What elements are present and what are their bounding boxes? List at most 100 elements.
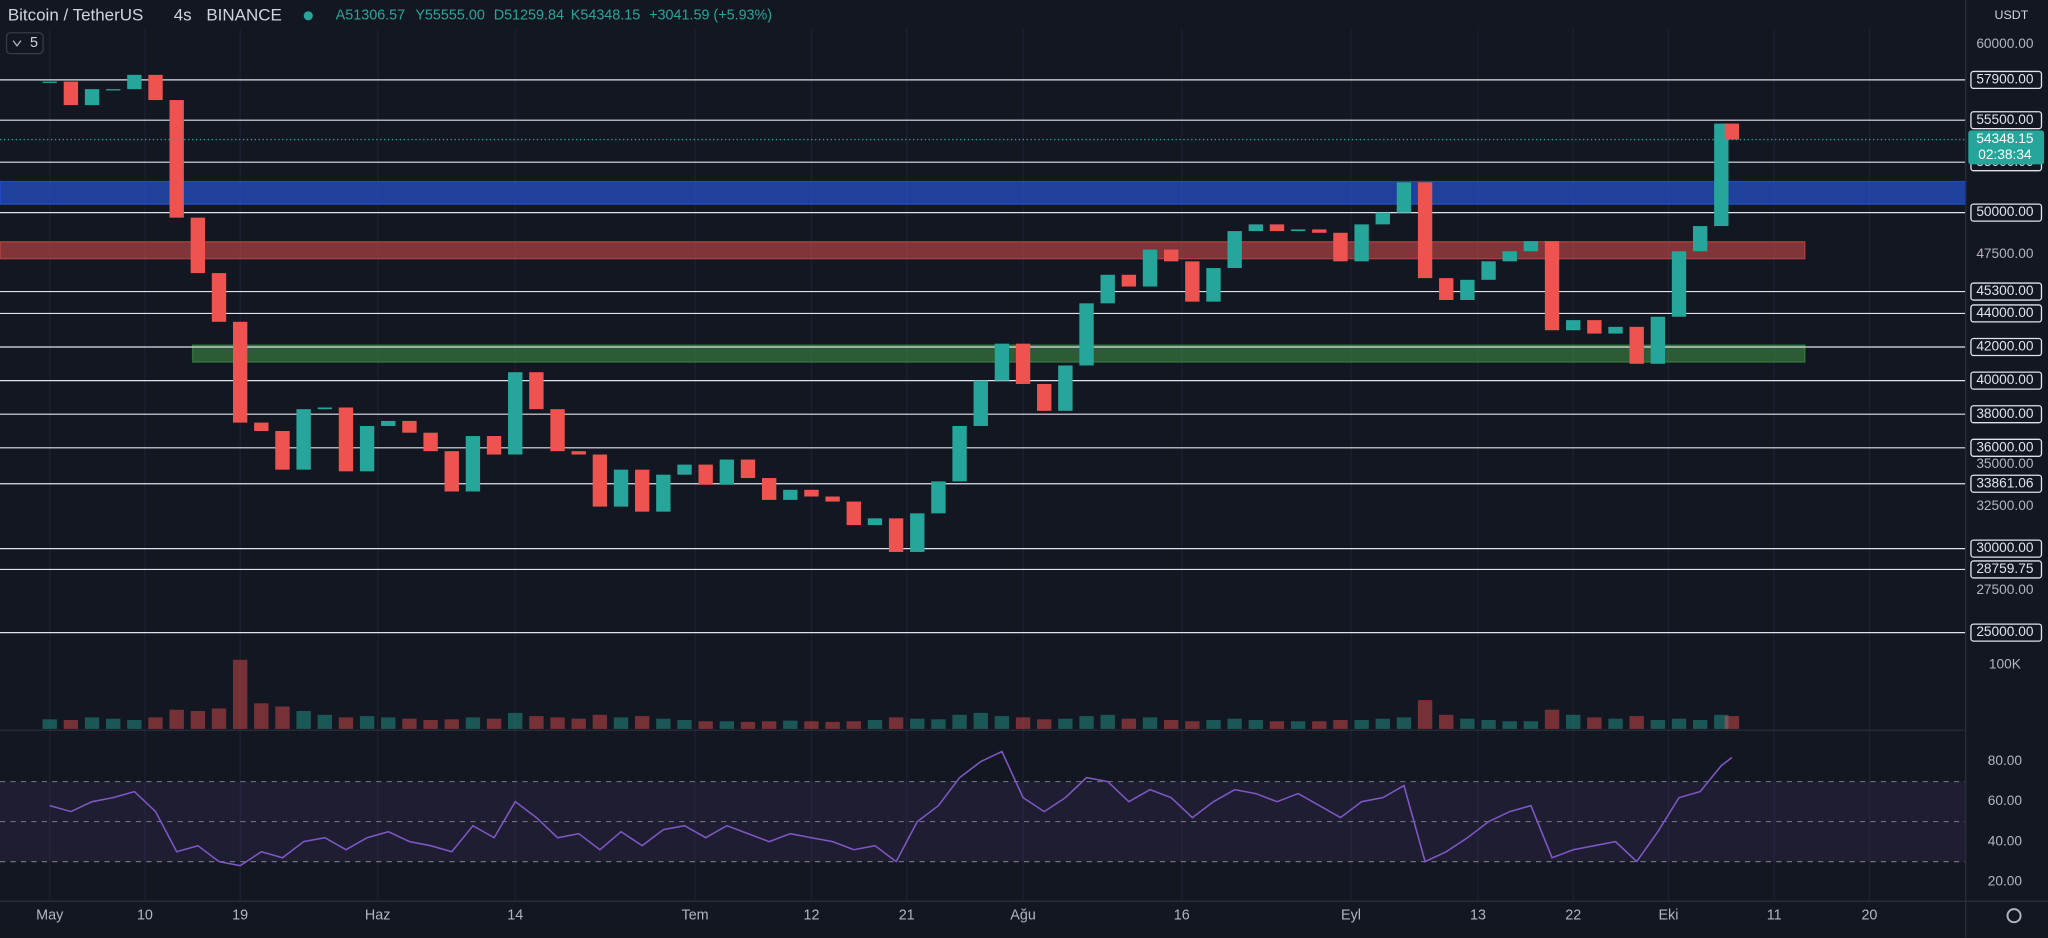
- y-tick-label: 44000.00: [1976, 305, 2034, 320]
- candle-body: [1333, 232, 1348, 262]
- volume-bar: [740, 721, 756, 729]
- status-dot: [303, 11, 313, 21]
- level-label-box: [1970, 203, 2043, 222]
- candle-body: [1523, 241, 1539, 252]
- x-tick-label: 14: [507, 907, 523, 923]
- candle-body: [190, 217, 206, 274]
- interval: 4s: [174, 5, 192, 24]
- candle-body: [761, 478, 777, 500]
- volume-bar: [1269, 721, 1285, 729]
- x-tick-label: May: [36, 907, 64, 923]
- volume-bar: [1100, 714, 1115, 729]
- volume-bar: [169, 709, 184, 729]
- candle-body: [783, 489, 798, 500]
- settings-icon[interactable]: [2006, 908, 2022, 924]
- candle-body: [1375, 212, 1390, 225]
- y-tick-label: 33861.06: [1976, 475, 2034, 490]
- candle-body: [1724, 123, 1740, 140]
- y-tick-label: 80.00: [1988, 753, 2023, 768]
- candle-body: [740, 459, 756, 479]
- candle-body: [1227, 231, 1242, 269]
- candle-body: [1015, 343, 1031, 384]
- volume-bar: [931, 719, 946, 729]
- volume-bar: [1650, 719, 1666, 729]
- volume-bar: [592, 714, 608, 729]
- level-label-box: [1970, 282, 2043, 301]
- volume-bar: [63, 719, 79, 729]
- candle-body: [931, 481, 946, 514]
- y-tick-label: 40000.00: [1976, 372, 2034, 387]
- level-label-box: [1970, 474, 2043, 493]
- volume-bar: [1333, 719, 1348, 729]
- chevron: [12, 40, 22, 47]
- candle-body: [825, 496, 840, 502]
- volume-bar: [275, 706, 290, 729]
- candle-body: [1714, 123, 1729, 227]
- candle-body: [888, 518, 904, 552]
- candle-body: [148, 74, 163, 101]
- level-label-box: [1970, 405, 2043, 424]
- y-tick-label: 35000.00: [1976, 456, 2034, 471]
- volume-bar: [1481, 719, 1496, 729]
- volume-bar: [1523, 721, 1539, 729]
- volume-bar: [444, 719, 459, 729]
- candle-body: [1417, 182, 1433, 279]
- candle-body: [1502, 251, 1517, 262]
- y-tick-label: 47500.00: [1976, 246, 2034, 261]
- volume-bar: [486, 718, 502, 729]
- volume-bar: [296, 710, 311, 729]
- volume-bar: [1248, 719, 1263, 729]
- y-tick-label: 45300.00: [1976, 283, 2034, 298]
- y-tick-label: 20.00: [1988, 873, 2023, 888]
- candle-body: [571, 451, 586, 455]
- level-label-box: [1970, 111, 2043, 130]
- volume-bar: [1206, 719, 1221, 729]
- candle-body: [1185, 261, 1200, 302]
- ohlc-high: Y55555.00: [415, 8, 484, 24]
- y-tick-label: 38000.00: [1976, 406, 2034, 421]
- volume-bar: [84, 717, 100, 729]
- volume-bar: [1724, 716, 1740, 729]
- volume-bar: [1544, 709, 1560, 729]
- candle-body: [1608, 326, 1623, 334]
- candle-body: [1163, 249, 1179, 262]
- ohlc-close: K54348.15: [571, 8, 640, 24]
- volume-bar: [359, 716, 375, 729]
- candle-body: [1206, 268, 1221, 302]
- candle-body: [359, 425, 375, 472]
- volume-bar: [338, 717, 354, 729]
- candle-body: [677, 464, 692, 475]
- y-tick-label: 55500.00: [1976, 112, 2034, 127]
- indicator-count: 5: [30, 35, 38, 51]
- volume-bar: [381, 717, 396, 729]
- volume-bar: [1290, 721, 1306, 729]
- volume-bar: [952, 714, 967, 729]
- candle-body: [423, 432, 438, 452]
- volume-bar: [1312, 721, 1327, 729]
- candle-body: [1248, 224, 1263, 232]
- candle-body: [63, 81, 79, 106]
- volume-bar: [254, 703, 269, 729]
- candle-body: [465, 436, 481, 492]
- indicator-toggle[interactable]: [5, 32, 44, 55]
- volume-bar: [825, 721, 840, 729]
- x-tick-label: Haz: [365, 907, 391, 923]
- volume-bar: [571, 718, 586, 729]
- candle-body: [84, 89, 100, 106]
- candle-body: [1692, 226, 1708, 252]
- candle-body: [867, 518, 883, 526]
- candle-body: [508, 372, 523, 455]
- candle-body: [1354, 224, 1369, 262]
- candle-body: [444, 451, 459, 492]
- volume-bar: [804, 721, 819, 729]
- x-tick-label: 21: [899, 907, 915, 923]
- volume-bar: [106, 718, 121, 729]
- x-tick-label: 13: [1470, 907, 1486, 923]
- candle-body: [698, 464, 713, 485]
- volume-bar: [1692, 719, 1708, 729]
- volume-bar: [910, 718, 925, 729]
- volume-bar: [232, 659, 248, 729]
- volume-bar: [1058, 718, 1073, 729]
- candle-body: [592, 454, 608, 507]
